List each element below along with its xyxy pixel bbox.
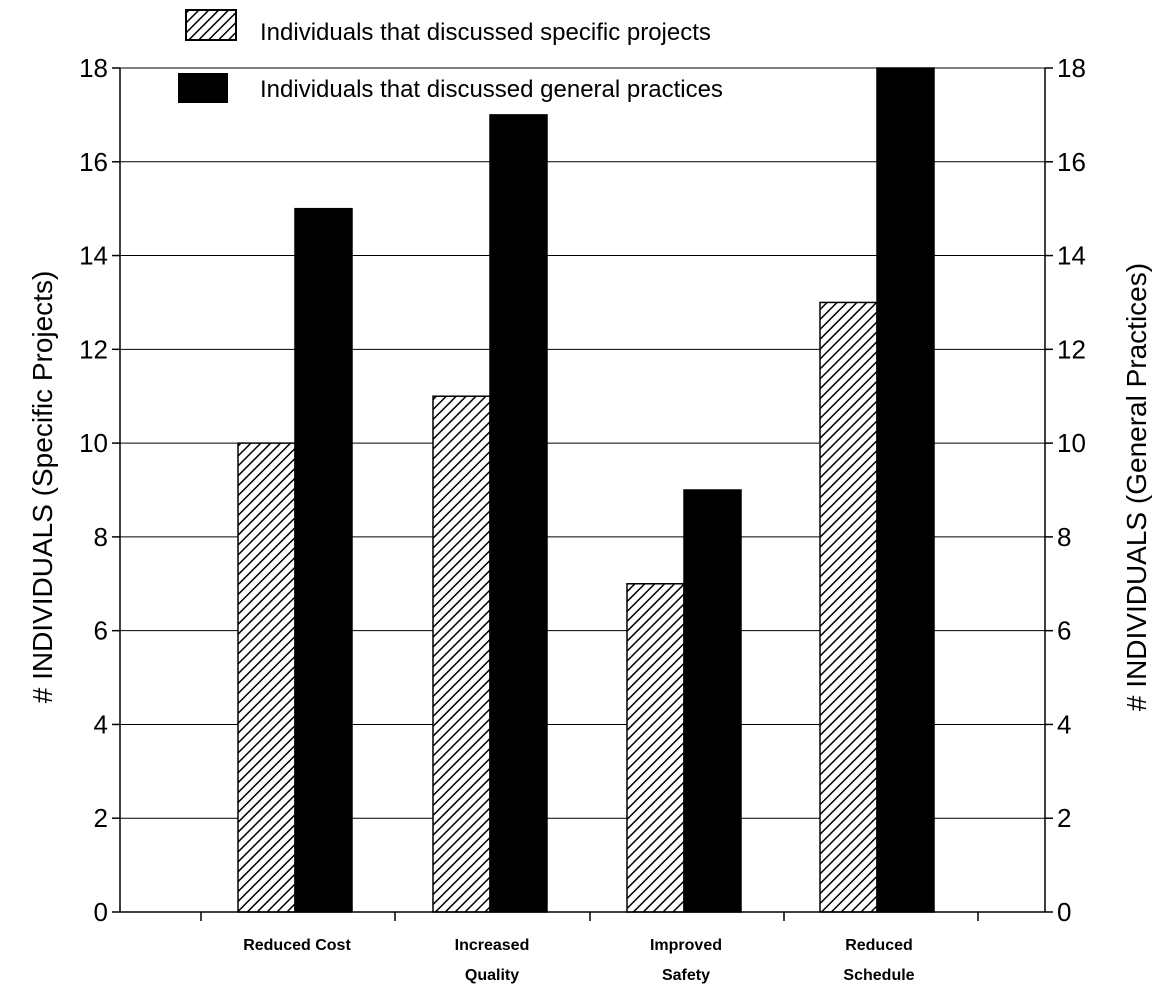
axes (112, 67, 1053, 921)
y-tick-label-left: 18 (79, 53, 108, 83)
category-labels: Reduced Cost Increased Quality Improved Safe… (243, 937, 914, 984)
y-tick-label-left: 14 (79, 241, 108, 271)
bar-specific-projects (626, 583, 685, 913)
x-tick-label: Reduced (845, 937, 913, 954)
bar-general-practices (683, 489, 742, 913)
bar-general-practices (294, 207, 353, 913)
y-axis-title-right: # INDIVIDUALS (General Practices) (1121, 263, 1152, 711)
tick-labels: 0 0 2 2 4 4 6 6 8 8 10 10 12 12 14 14 16 16 18 18 (79, 53, 1086, 927)
x-tick-label: Quality (465, 967, 519, 984)
legend-swatch-general-practices (178, 73, 228, 103)
bar-specific-projects (237, 442, 296, 913)
y-tick-label-left: 0 (94, 897, 108, 927)
y-tick-label-left: 8 (94, 522, 108, 552)
y-tick-label-left: 4 (94, 709, 108, 739)
bar-general-practices (489, 114, 548, 913)
legend-label-general-practices: Individuals that discussed general pract… (260, 76, 723, 103)
x-tick-label: Improved (650, 937, 722, 954)
bar-specific-projects (432, 395, 491, 913)
y-tick-label-right: 12 (1057, 334, 1086, 364)
y-tick-label-right: 10 (1057, 428, 1086, 458)
y-tick-label-right: 4 (1057, 709, 1071, 739)
x-tick-label: Safety (662, 967, 710, 984)
legend: Individuals that discussed specific proj… (178, 9, 723, 103)
x-tick-label: Schedule (843, 967, 914, 984)
bars (237, 67, 935, 913)
y-tick-label-right: 0 (1057, 897, 1071, 927)
y-tick-label-left: 12 (79, 334, 108, 364)
x-tick-label: Increased (455, 937, 530, 954)
y-tick-label-right: 8 (1057, 522, 1071, 552)
legend-label-specific-projects: Individuals that discussed specific proj… (260, 19, 711, 46)
y-tick-label-right: 6 (1057, 616, 1071, 646)
x-tick-label: Reduced Cost (243, 937, 351, 954)
y-tick-label-right: 14 (1057, 241, 1086, 271)
y-tick-label-left: 2 (94, 803, 108, 833)
bar-specific-projects (819, 301, 878, 913)
y-tick-label-right: 18 (1057, 53, 1086, 83)
bar-general-practices (876, 67, 935, 913)
y-tick-label-left: 6 (94, 616, 108, 646)
y-tick-label-left: 16 (79, 147, 108, 177)
y-tick-label-right: 2 (1057, 803, 1071, 833)
y-tick-label-right: 16 (1057, 147, 1086, 177)
legend-swatch-specific-projects (185, 9, 237, 41)
y-tick-label-left: 10 (79, 428, 108, 458)
y-axis-title-left: # INDIVIDUALS (Specific Projects) (27, 271, 58, 704)
